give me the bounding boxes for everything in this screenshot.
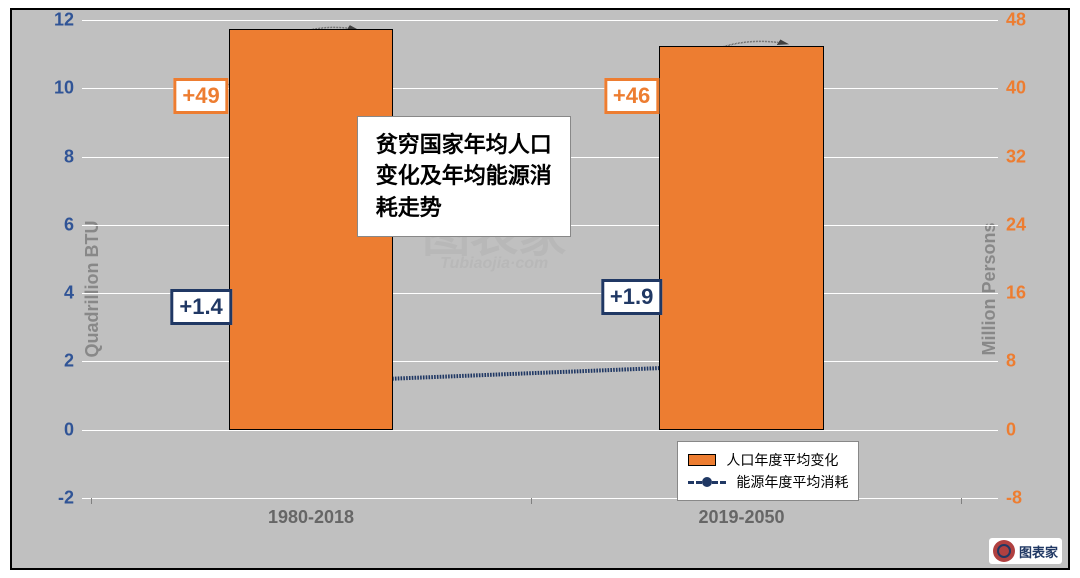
callout-label: +1.9	[601, 279, 662, 315]
y-left-tick-label: 8	[64, 146, 74, 167]
callout-label: +49	[173, 78, 228, 114]
y-left-tick-label: 10	[54, 78, 74, 99]
legend: 人口年度平均变化能源年度平均消耗	[677, 441, 859, 501]
y-right-tick-label: 48	[1006, 10, 1026, 31]
y-right-tick-label: 40	[1006, 78, 1026, 99]
chart-container: Quadrillion BTU Million Persons -2-80028…	[10, 8, 1070, 570]
y-left-tick-label: 0	[64, 419, 74, 440]
y-right-tick-label: 16	[1006, 283, 1026, 304]
gridline	[82, 498, 998, 499]
chart-title-box: 贫穷国家年均人口变化及年均能源消耗走势	[357, 116, 571, 238]
x-category-label: 2019-2050	[698, 507, 784, 528]
legend-item: 能源年度平均消耗	[688, 472, 848, 492]
y-right-tick-label: -8	[1006, 488, 1022, 509]
watermark-sub: Tubiaojia·com	[440, 255, 548, 273]
x-tick	[531, 498, 532, 504]
x-category-label: 1980-2018	[268, 507, 354, 528]
legend-item: 人口年度平均变化	[688, 450, 848, 470]
logo-corner: 图表家	[989, 538, 1062, 564]
x-tick	[91, 498, 92, 504]
y-left-tick-label: 2	[64, 351, 74, 372]
y-right-tick-label: 8	[1006, 351, 1016, 372]
callout-label: +1.4	[170, 289, 231, 325]
y-right-tick-label: 24	[1006, 214, 1026, 235]
gridline	[82, 430, 998, 431]
bar	[659, 46, 824, 430]
y-right-tick-label: 32	[1006, 146, 1026, 167]
x-tick	[961, 498, 962, 504]
y-left-tick-label: 12	[54, 10, 74, 31]
legend-label: 人口年度平均变化	[726, 450, 838, 470]
legend-label: 能源年度平均消耗	[736, 472, 848, 492]
legend-swatch-bar-icon	[688, 454, 716, 466]
legend-swatch-line-icon	[688, 476, 726, 488]
logo-icon	[993, 540, 1015, 562]
y-right-tick-label: 0	[1006, 419, 1016, 440]
callout-label: +46	[604, 78, 659, 114]
logo-text: 图表家	[1019, 542, 1058, 561]
gridline	[82, 361, 998, 362]
gridline	[82, 20, 998, 21]
y-left-tick-label: 4	[64, 283, 74, 304]
y-left-tick-label: 6	[64, 214, 74, 235]
y-left-tick-label: -2	[58, 488, 74, 509]
plot-area: -2-80028416624832104012481980-20182019-2…	[82, 20, 998, 498]
